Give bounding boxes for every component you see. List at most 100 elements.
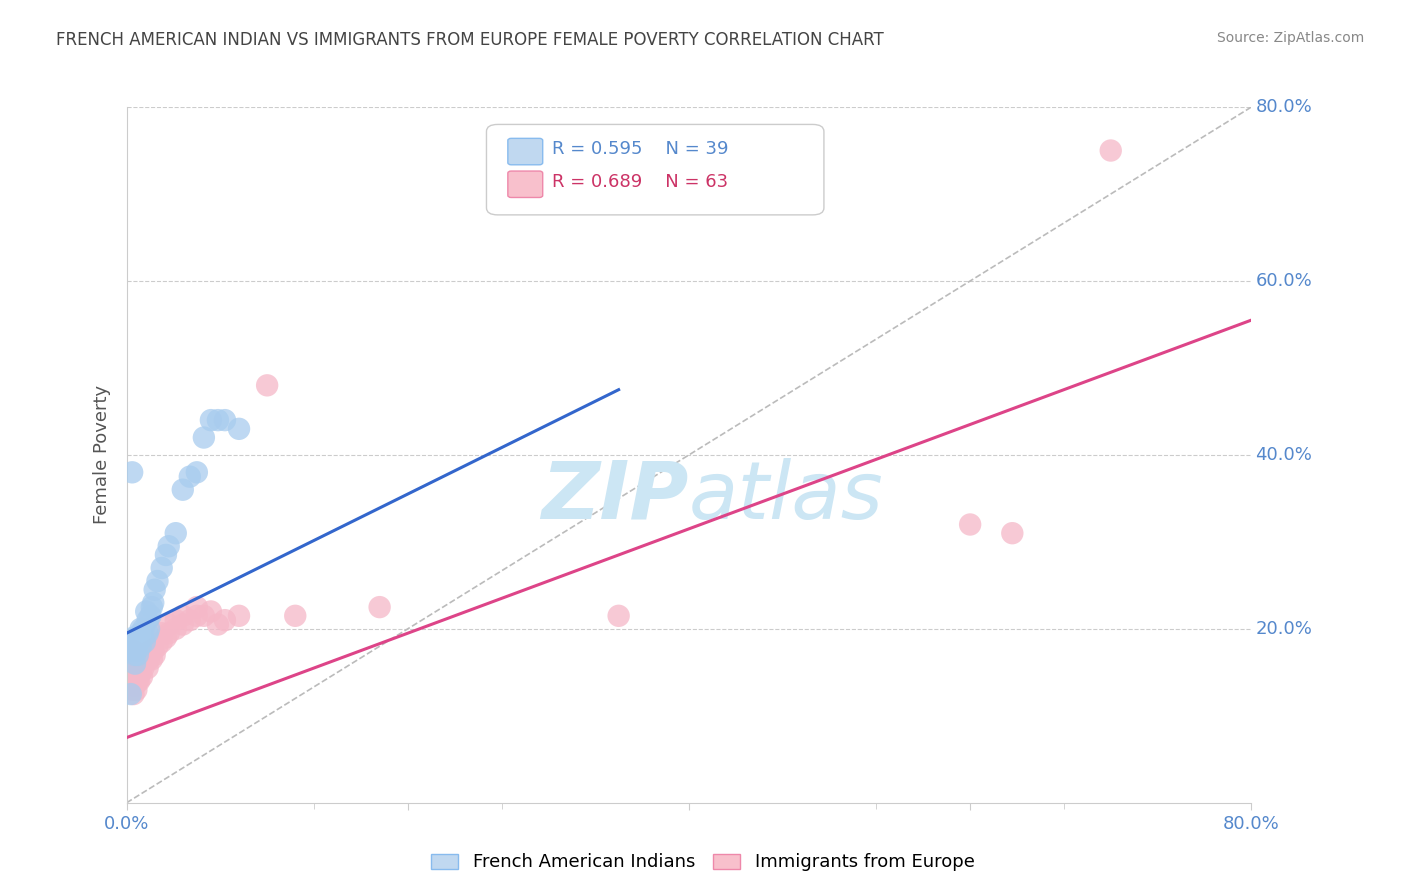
Point (122, 687, 145, 701)
Point (124, 648, 146, 662)
Point (150, 635, 173, 649)
Point (132, 631, 155, 645)
Point (138, 652, 160, 666)
Point (128, 661, 150, 675)
Text: 40.0%: 40.0% (1256, 446, 1312, 464)
Point (125, 643, 148, 657)
Point (127, 652, 149, 666)
Point (139, 608, 162, 623)
Point (607, 608, 630, 623)
Text: 60.0%: 60.0% (1256, 272, 1312, 290)
Point (135, 605, 157, 619)
Point (228, 422, 250, 436)
Point (155, 631, 177, 645)
Point (124, 678, 146, 692)
Point (125, 639, 148, 653)
Point (1099, 144, 1122, 158)
Point (132, 661, 155, 675)
FancyBboxPatch shape (508, 138, 543, 165)
Point (127, 665, 149, 680)
Point (122, 643, 145, 657)
Point (284, 608, 307, 623)
Legend: French American Indians, Immigrants from Europe: French American Indians, Immigrants from… (425, 847, 981, 879)
Point (228, 608, 250, 623)
Text: 80.0%: 80.0% (1256, 98, 1312, 116)
Point (124, 657, 146, 671)
Point (136, 648, 159, 662)
FancyBboxPatch shape (486, 124, 824, 215)
Point (121, 670, 143, 684)
Text: R = 0.689    N = 63: R = 0.689 N = 63 (551, 173, 728, 191)
Point (121, 466, 143, 480)
Text: R = 0.595    N = 39: R = 0.595 N = 39 (551, 140, 728, 159)
Point (129, 648, 152, 662)
Point (121, 661, 143, 675)
Point (214, 613, 236, 627)
Point (136, 613, 159, 627)
Point (157, 539, 180, 553)
Point (186, 600, 208, 615)
Point (172, 608, 194, 623)
Point (193, 431, 215, 445)
Point (179, 469, 201, 483)
Point (157, 626, 180, 640)
Point (150, 626, 173, 640)
Point (132, 622, 155, 636)
Point (959, 517, 981, 532)
Text: atlas: atlas (689, 458, 884, 536)
Point (129, 626, 152, 640)
Point (135, 648, 157, 662)
Point (214, 413, 236, 427)
Point (256, 378, 278, 392)
Point (122, 652, 145, 666)
Point (207, 413, 229, 427)
Point (141, 652, 163, 666)
Point (124, 648, 146, 662)
Point (122, 661, 145, 675)
Text: Source: ZipAtlas.com: Source: ZipAtlas.com (1216, 31, 1364, 45)
Point (136, 626, 159, 640)
Point (146, 639, 169, 653)
Point (129, 665, 152, 680)
Point (186, 466, 208, 480)
Point (146, 574, 169, 588)
Point (172, 617, 194, 632)
Point (172, 483, 194, 497)
Y-axis label: Female Poverty: Female Poverty (93, 385, 111, 524)
Point (136, 661, 159, 675)
Point (122, 643, 145, 657)
Point (142, 596, 165, 610)
Point (129, 657, 152, 671)
Point (129, 622, 152, 636)
Point (122, 635, 145, 649)
Point (200, 413, 222, 427)
Point (125, 670, 148, 684)
Point (143, 648, 166, 662)
Point (120, 657, 142, 671)
Point (134, 635, 156, 649)
Text: 20.0%: 20.0% (1256, 620, 1312, 638)
Point (207, 617, 229, 632)
Point (120, 674, 142, 689)
Point (142, 643, 165, 657)
Point (139, 643, 162, 657)
Point (121, 682, 143, 697)
Point (122, 631, 145, 645)
Point (165, 526, 187, 541)
Point (165, 613, 187, 627)
Point (165, 622, 187, 636)
Point (120, 687, 142, 701)
Point (122, 674, 145, 689)
Point (179, 613, 201, 627)
Point (200, 605, 222, 619)
Point (129, 639, 152, 653)
Point (128, 635, 150, 649)
Point (141, 600, 163, 615)
FancyBboxPatch shape (508, 171, 543, 197)
Point (155, 548, 177, 562)
Point (131, 670, 153, 684)
Point (150, 561, 173, 575)
Point (127, 648, 149, 662)
Point (1001, 526, 1024, 541)
Point (143, 582, 166, 597)
